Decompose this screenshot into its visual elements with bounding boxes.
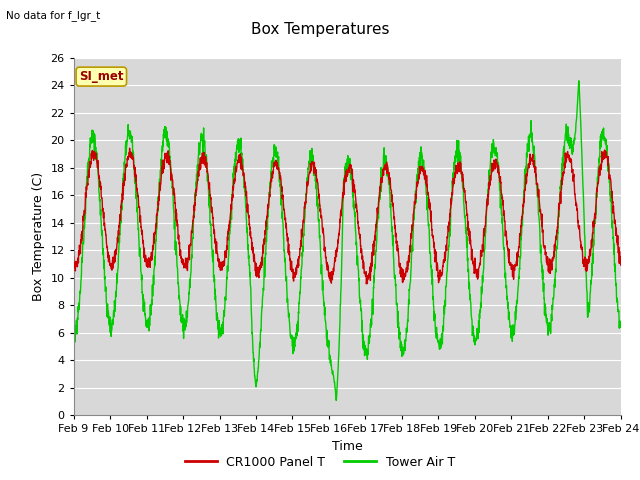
Legend: CR1000 Panel T, Tower Air T: CR1000 Panel T, Tower Air T [180,451,460,474]
Text: No data for f_lgr_t: No data for f_lgr_t [6,10,100,21]
Text: SI_met: SI_met [79,70,124,83]
Text: Box Temperatures: Box Temperatures [251,22,389,36]
X-axis label: Time: Time [332,440,363,453]
Y-axis label: Box Temperature (C): Box Temperature (C) [32,172,45,301]
